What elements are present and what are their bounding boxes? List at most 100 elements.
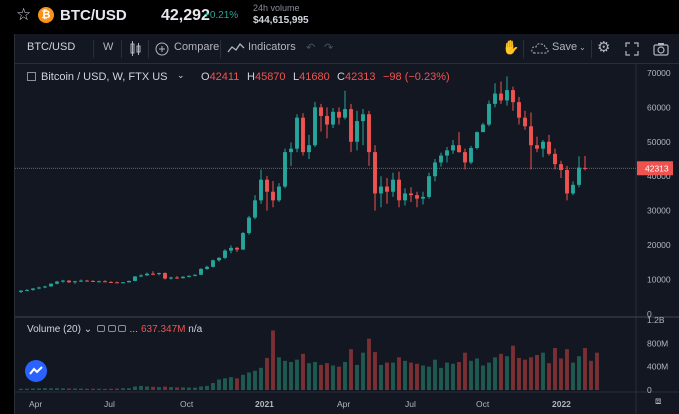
candle-body (469, 147, 473, 163)
candle-body (193, 274, 197, 276)
symbol-label[interactable]: BTC/USD (60, 7, 127, 24)
volume-bar (37, 388, 41, 390)
candle-body (247, 217, 251, 234)
logo-icon[interactable] (25, 360, 47, 382)
price-change: +0.21% (204, 10, 239, 21)
star-icon[interactable]: ☆ (16, 5, 32, 24)
volume-bar (463, 352, 467, 390)
candle-body (223, 250, 227, 258)
candle-body (163, 273, 167, 279)
interval-button[interactable]: W (103, 41, 114, 53)
separator (93, 40, 94, 58)
volume-bar (559, 358, 563, 390)
toolbar-symbol[interactable]: BTC/USD (27, 41, 76, 53)
ohlc-change: −98 (−0.23%) (383, 71, 450, 83)
candle-body (175, 277, 179, 279)
candle-body (121, 282, 125, 284)
last-price-tag (637, 161, 673, 176)
compare-icon[interactable] (155, 42, 169, 56)
chevron-down-icon[interactable]: ⌄ (83, 324, 93, 335)
volume-legend-na: n/a (188, 324, 203, 335)
redo-icon[interactable]: ↷ (324, 42, 334, 54)
separator (591, 40, 592, 58)
separator (121, 40, 122, 58)
gear-icon[interactable]: ⚙ (597, 39, 611, 56)
eye-icon[interactable] (96, 325, 105, 332)
volume-bar (481, 365, 485, 390)
volume-bar (175, 387, 179, 390)
volume-tick-label: 400M (647, 362, 668, 372)
fullscreen-icon[interactable] (625, 42, 639, 56)
candle-body (103, 281, 107, 283)
candle-body (313, 107, 317, 146)
candle-body (451, 145, 455, 151)
chevron-down-icon[interactable]: ⌄ (177, 70, 185, 80)
volume-bar (547, 363, 551, 390)
volume-bar (259, 367, 263, 390)
volume-bar (541, 352, 545, 390)
candle-body (577, 167, 581, 185)
candle-body (433, 162, 437, 177)
indicators-button[interactable]: Indicators (248, 41, 296, 53)
price-tick-label: 50000 (647, 137, 671, 147)
candle-body (25, 289, 29, 291)
candle-type-icon[interactable] (129, 41, 143, 57)
settings-icon[interactable] (107, 325, 116, 332)
price-tick-label: 40000 (647, 171, 671, 181)
candle-body (415, 195, 419, 199)
chevron-down-icon[interactable]: ⌄ (579, 43, 586, 52)
candle-body (409, 193, 413, 196)
volume-bar (577, 356, 581, 390)
volume-bar (349, 349, 353, 390)
volume-bar (307, 363, 311, 390)
candle-body (265, 179, 269, 192)
collapse-legend-icon[interactable] (27, 72, 36, 81)
volume-bar (151, 386, 155, 390)
compare-button[interactable]: Compare (174, 41, 220, 53)
candle-body (349, 109, 353, 142)
volume-bar (583, 348, 587, 390)
candle-body (97, 281, 101, 283)
volume-bar (385, 362, 389, 390)
candle-body (181, 276, 185, 279)
volume-legend-value: 637.347M (141, 324, 186, 335)
camera-icon[interactable] (653, 42, 669, 56)
volume-bar (283, 360, 287, 390)
time-settings-icon[interactable]: ⧈ (655, 396, 662, 407)
price-tick-label: 70000 (647, 68, 671, 78)
cloud-icon[interactable] (531, 42, 549, 55)
candle-body (529, 126, 533, 146)
candle-body (169, 277, 173, 279)
volume-bar (49, 388, 53, 390)
candle-body (457, 145, 461, 153)
volume-bar (193, 387, 197, 390)
candle-body (139, 275, 143, 277)
volume-bar (187, 387, 191, 390)
more-icon[interactable]: … (129, 324, 139, 334)
candle-body (565, 170, 569, 194)
volume-bar (31, 388, 35, 390)
candle-body (289, 148, 293, 153)
price-chart[interactable]: 0 10000 20000 30000 40000 50000 60000 70000 0 400… (15, 34, 679, 414)
save-button[interactable]: Save (552, 41, 578, 53)
candle-body (439, 155, 443, 163)
time-tick-label: Jul (104, 399, 115, 409)
price-tick-label: 10000 (647, 275, 671, 285)
candle-body (385, 186, 389, 192)
candle-body (559, 164, 563, 171)
candle-body (331, 111, 335, 125)
volume-bar (211, 383, 215, 390)
candle-body (271, 191, 275, 201)
undo-icon[interactable]: ↶ (306, 42, 316, 54)
candle-body (19, 290, 23, 292)
volume-bar (325, 363, 329, 390)
volume-bar (229, 377, 233, 390)
ohlc-high: H45870 (247, 71, 286, 83)
candle-body (511, 90, 515, 103)
hand-icon[interactable]: ✋ (502, 39, 520, 55)
candle-body (187, 275, 191, 277)
close-icon[interactable] (118, 325, 127, 332)
indicators-icon[interactable] (227, 42, 245, 56)
time-tick-label: Apr (337, 399, 350, 409)
volume-bar (277, 357, 281, 390)
